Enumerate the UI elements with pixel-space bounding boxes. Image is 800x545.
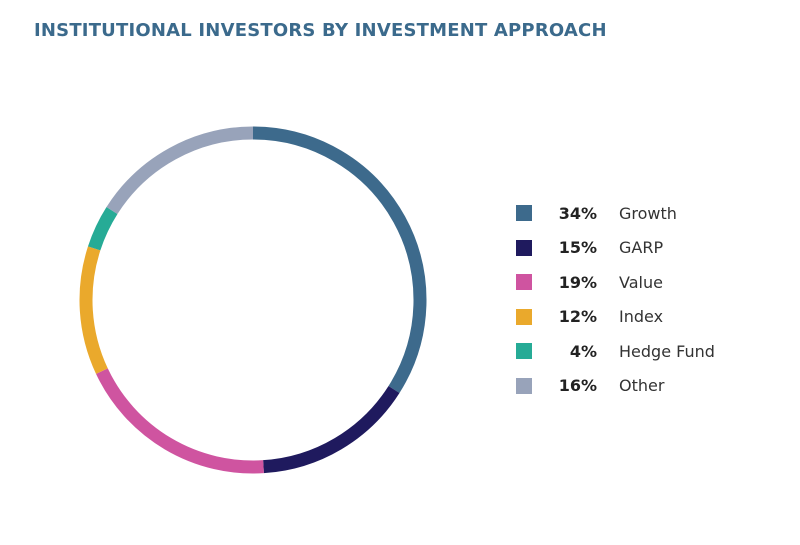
legend-swatch: [516, 343, 532, 360]
legend-percent: 15%: [558, 238, 597, 258]
legend-label: Growth: [619, 203, 677, 223]
legend-swatch: [516, 308, 532, 325]
legend-label: Value: [619, 272, 663, 292]
legend-percent: 4%: [569, 341, 597, 361]
donut-slice-value: [96, 368, 264, 474]
legend-item: 4% Hedge Fund: [516, 334, 766, 369]
legend: 34% Growth 15% GARP 19% Value 12% Index 4% Hedge …: [516, 196, 766, 403]
donut-slice-growth: [252, 126, 427, 393]
legend-item: 15% GARP: [516, 231, 766, 266]
legend-item: 16% Other: [516, 369, 766, 404]
legend-percent: 12%: [558, 307, 597, 327]
donut-slice-garp: [263, 385, 400, 474]
legend-label: GARP: [619, 238, 664, 258]
legend-label: Index: [619, 307, 664, 327]
donut-slice-index: [79, 246, 108, 374]
legend-swatch: [516, 205, 532, 222]
donut-slices: [79, 126, 427, 474]
chart-title: INSTITUTIONAL INVESTORS BY INVESTMENT AP…: [34, 20, 607, 41]
donut-slice-hedge-fund: [87, 207, 118, 251]
legend-label: Hedge Fund: [619, 341, 715, 361]
legend-percent: 34%: [558, 203, 597, 223]
legend-swatch: [516, 274, 532, 291]
legend-label: Other: [619, 376, 665, 396]
legend-item: 34% Growth: [516, 196, 766, 231]
legend-percent: 16%: [558, 376, 597, 396]
legend-percent: 19%: [558, 272, 597, 292]
legend-item: 12% Index: [516, 300, 766, 335]
legend-swatch: [516, 239, 532, 256]
legend-item: 19% Value: [516, 265, 766, 300]
legend-swatch: [516, 377, 532, 394]
donut-slice-other: [106, 126, 254, 215]
